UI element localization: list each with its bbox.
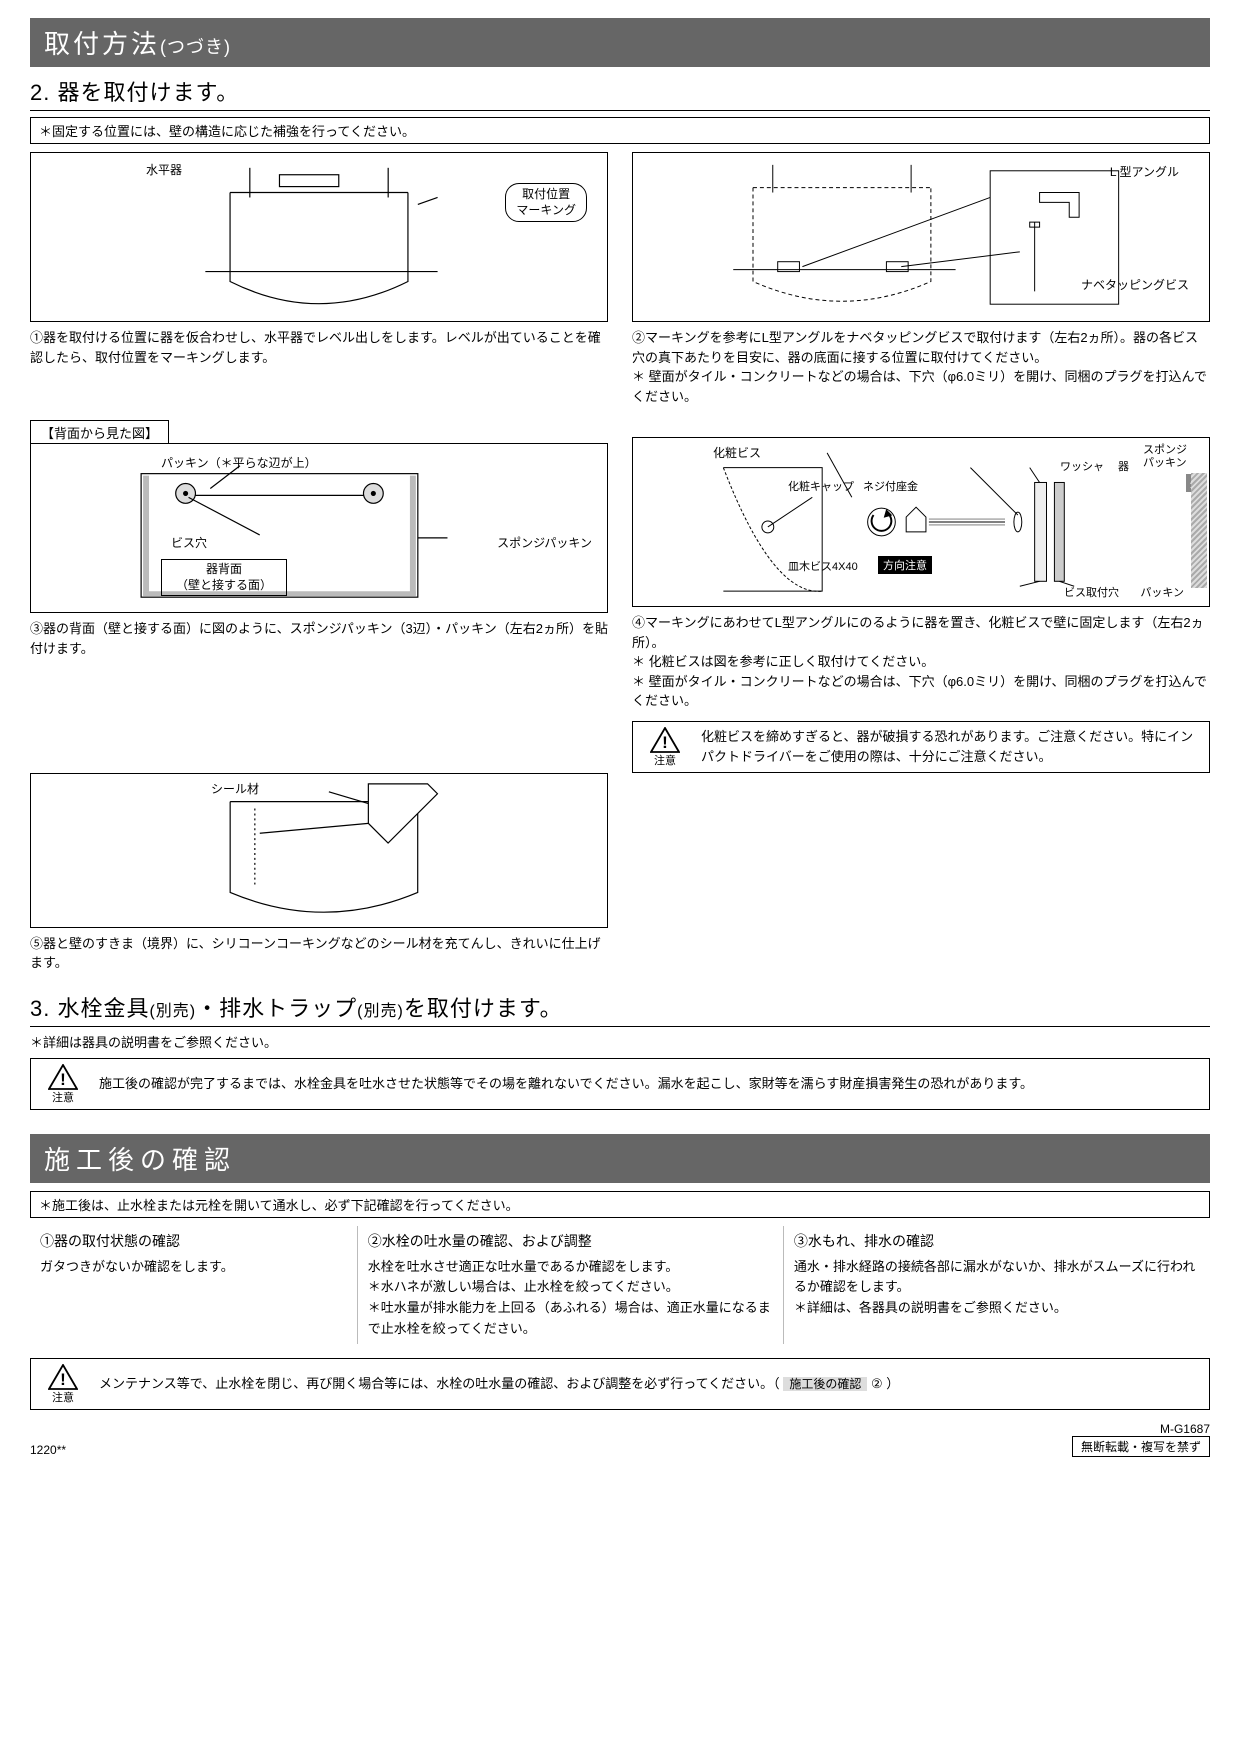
- label-bhole: ビス取付穴: [1064, 584, 1119, 600]
- page-footer: 1220** M-G1687 無断転載・複写を禁ず: [30, 1422, 1210, 1457]
- caution-label: 注意: [654, 755, 676, 767]
- caption-4: ④マーキングにあわせてL型アングルにのるように器を置き、化粧ビスで壁に固定します…: [632, 613, 1210, 711]
- back1: 器背面: [206, 562, 242, 576]
- note-postcheck: ＊施工後は、止水栓または元栓を開いて通水し、必ず下記確認を行ってください。: [30, 1191, 1210, 1218]
- callout-marking: 取付位置 マーキング: [505, 183, 587, 222]
- warning-text-3: メンテナンス等で、止水栓を閉じ、再び開く場合等には、水栓の吐水量の確認、および調…: [99, 1374, 899, 1394]
- title-main: 取付方法: [44, 29, 160, 59]
- caption-2: ②マーキングを参考にL型アングルをナベタッピングビスで取付けます（左右2ヵ所）。…: [632, 328, 1210, 406]
- figure-4: 化粧ビス ワッシャ 器 スポンジ パッキン 化粧キャップ ネジ付座金 皿木ビス4…: [632, 437, 1210, 607]
- figure-5: シール材: [30, 773, 608, 928]
- caution-label-3: 注意: [52, 1392, 74, 1404]
- fig1-svg: [31, 153, 607, 321]
- label-ki: 器: [1118, 458, 1129, 474]
- label-sponge: スポンジパッキン: [497, 534, 592, 551]
- s3-b: (別売): [149, 1003, 196, 1020]
- c2-t1: 水栓を吐水させ適正な吐水量であるか確認をします。: [368, 1257, 773, 1278]
- label-sara: 皿木ビス4X40: [788, 558, 858, 574]
- s3-c: ・排水トラップ: [196, 996, 357, 1021]
- figure-1: 水平器 取付位置 マーキング: [30, 152, 608, 322]
- fig2-wrap: L 型アングル ナベタッピングビス ②マーキングを参考にL型アングルをナベタッピ…: [632, 152, 1210, 416]
- back-view-title: 【背面から見た図】: [30, 420, 169, 444]
- label-tapscrew: ナベタッピングビス: [1081, 276, 1189, 293]
- label-washer: ワッシャ: [1060, 458, 1104, 474]
- warning-maintenance: ! 注意 メンテナンス等で、止水栓を閉じ、再び開く場合等には、水栓の吐水量の確認…: [30, 1358, 1210, 1410]
- c3-h: ③水もれ、排水の確認: [794, 1230, 1200, 1252]
- warn3-a: メンテナンス等で、止水栓を閉じ、再び開く場合等には、水栓の吐水量の確認、および調…: [99, 1376, 780, 1391]
- caption-5: ⑤器と壁のすきま（境界）に、シリコーンコーキングなどのシール材を充てんし、きれい…: [30, 934, 608, 973]
- footer-right: M-G1687 無断転載・複写を禁ず: [1072, 1422, 1210, 1457]
- s3-a: 3. 水栓金具: [30, 996, 149, 1021]
- c1-h: ①器の取付状態の確認: [40, 1230, 347, 1252]
- cap4-a: ④マーキングにあわせてL型アングルにのるように器を置き、化粧ビスで壁に固定します…: [632, 615, 1204, 650]
- figure-3: パッキン（＊平らな辺が上） ビス穴 スポンジパッキン 器背面 （壁と接する面）: [30, 443, 608, 613]
- cap2-b: ＊ 壁面がタイル・コンクリートなどの場合は、下穴（φ6.0ミリ）を開け、同梱のプ…: [632, 369, 1207, 404]
- caution-icon-2: ! 注意: [41, 1064, 85, 1104]
- caution-label-2: 注意: [52, 1092, 74, 1104]
- label-angle: L 型アングル: [1110, 163, 1179, 180]
- caution-icon-3: ! 注意: [41, 1364, 85, 1404]
- svg-text:!: !: [662, 733, 668, 752]
- warn3-b: ② ）: [871, 1376, 899, 1391]
- c2-h: ②水栓の吐水量の確認、および調整: [368, 1230, 773, 1252]
- title-sub: (つづき): [160, 37, 231, 57]
- title-bar-postcheck: 施工後の確認: [30, 1134, 1210, 1183]
- label-neji: ネジ付座金: [863, 478, 918, 494]
- footer-left: 1220**: [30, 1443, 66, 1457]
- warn3-ref: 施工後の確認: [783, 1377, 867, 1391]
- s3-e: を取付けます。: [404, 996, 563, 1021]
- warning-leak: ! 注意 施工後の確認が完了するまでは、水栓金具を吐水させた状態等でその場を離れ…: [30, 1058, 1210, 1110]
- c3-t2: ＊詳細は、各器具の説明書をご参照ください。: [794, 1298, 1200, 1319]
- footer-code: M-G1687: [1072, 1422, 1210, 1436]
- caution-icon: ! 注意: [643, 727, 687, 767]
- check-col-3: ③水もれ、排水の確認 通水・排水経路の接続各部に漏水がないか、排水がスムーズに行…: [784, 1226, 1210, 1344]
- fig5-wrap: シール材 ⑤器と壁のすきま（境界）に、シリコーンコーキングなどのシール材を充てん…: [30, 773, 608, 983]
- s3-d: (別売): [357, 1003, 404, 1020]
- label-seal: シール材: [211, 780, 259, 797]
- wall-hatch: [1191, 473, 1207, 588]
- svg-text:!: !: [60, 1070, 66, 1089]
- warning-text-2: 施工後の確認が完了するまでは、水栓金具を吐水させた状態等でその場を離れないでくだ…: [99, 1074, 1033, 1094]
- c1-t: ガタつきがないか確認をします。: [40, 1257, 347, 1278]
- fig1-wrap: 水平器 取付位置 マーキング ①器を取付ける位置に器を仮合わせし、水平器でレベル…: [30, 152, 608, 416]
- check-col-2: ②水栓の吐水量の確認、および調整 水栓を吐水させ適正な吐水量であるか確認をします…: [358, 1226, 784, 1344]
- fig4-wrap: 化粧ビス ワッシャ 器 スポンジ パッキン 化粧キャップ ネジ付座金 皿木ビス4…: [632, 416, 1210, 773]
- warning-text: 化粧ビスを締めすぎると、器が破損する恐れがあります。ご注意ください。特にインパク…: [701, 727, 1199, 766]
- check-col-1: ①器の取付状態の確認 ガタつきがないか確認をします。: [30, 1226, 358, 1344]
- c3-t1: 通水・排水経路の接続各部に漏水がないか、排水がスムーズに行われるか確認をします。: [794, 1257, 1200, 1299]
- cap4-b: ＊ 化粧ビスは図を参考に正しく取付けてください。: [632, 654, 934, 669]
- label-level: 水平器: [146, 161, 182, 178]
- note-reinforce: ＊固定する位置には、壁の構造に応じた補強を行ってください。: [30, 117, 1210, 144]
- section-3-heading: 3. 水栓金具(別売)・排水トラップ(別売)を取付けます。: [30, 991, 1210, 1027]
- fig3-wrap: 【背面から見た図】 パッキン（＊平らな辺が上） ビス穴 スポンジパッキン 器背面…: [30, 416, 608, 773]
- check-columns: ①器の取付状態の確認 ガタつきがないか確認をします。 ②水栓の吐水量の確認、およ…: [30, 1226, 1210, 1344]
- footer-copyright: 無断転載・複写を禁ず: [1072, 1436, 1210, 1457]
- svg-text:!: !: [60, 1370, 66, 1389]
- cap2-a: ②マーキングを参考にL型アングルをナベタッピングビスで取付けます（左右2ヵ所）。…: [632, 330, 1198, 365]
- warning-tighten: ! 注意 化粧ビスを締めすぎると、器が破損する恐れがあります。ご注意ください。特…: [632, 721, 1210, 773]
- label-kbis: 化粧ビス: [713, 444, 761, 461]
- note-manual: ＊詳細は器具の説明書をご参照ください。: [30, 1033, 1210, 1053]
- label-packing: パッキン（＊平らな辺が上）: [161, 454, 317, 471]
- fig5-svg: [31, 774, 607, 927]
- label-bishole: ビス穴: [171, 534, 207, 551]
- back2: （壁と接する面）: [176, 578, 272, 592]
- figure-2: L 型アングル ナベタッピングビス: [632, 152, 1210, 322]
- label-houkou: 方向注意: [878, 556, 932, 574]
- back-label-box: 器背面 （壁と接する面）: [161, 559, 287, 596]
- fig3-svg: [31, 444, 607, 612]
- label-pack: パッキン: [1140, 584, 1184, 600]
- title-bar-install: 取付方法(つづき): [30, 18, 1210, 67]
- c2-t2: ＊水ハネが激しい場合は、止水栓を絞ってください。: [368, 1277, 773, 1298]
- label-cap: 化粧キャップ: [788, 478, 854, 494]
- c2-t3: ＊吐水量が排水能力を上回る（あふれる）場合は、適正水量になるまで止水栓を絞ってく…: [368, 1298, 773, 1340]
- section-2-heading: 2. 器を取付けます。: [30, 75, 1210, 111]
- label-sponge2: スポンジ パッキン: [1143, 444, 1187, 470]
- caption-1: ①器を取付ける位置に器を仮合わせし、水平器でレベル出しをします。レベルが出ている…: [30, 328, 608, 367]
- caption-3: ③器の背面（壁と接する面）に図のように、スポンジパッキン（3辺）・パッキン（左右…: [30, 619, 608, 658]
- cap4-c: ＊ 壁面がタイル・コンクリートなどの場合は、下穴（φ6.0ミリ）を開け、同梱のプ…: [632, 674, 1207, 709]
